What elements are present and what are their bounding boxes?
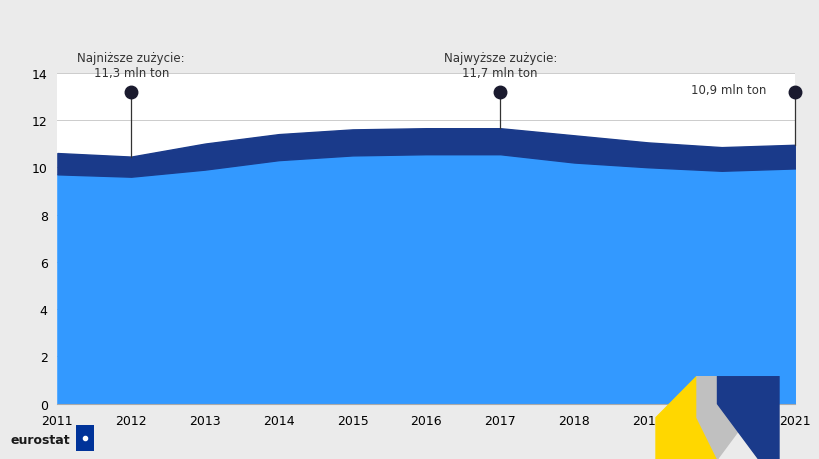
Text: Najwyższe zużycie:
11,7 mln ton: Najwyższe zużycie: 11,7 mln ton — [443, 51, 556, 79]
Polygon shape — [696, 376, 737, 459]
Polygon shape — [717, 376, 778, 459]
Text: Najniższe zużycie:
11,3 mln ton: Najniższe zużycie: 11,3 mln ton — [77, 51, 185, 79]
Polygon shape — [655, 376, 717, 459]
Text: 10,9 mln ton: 10,9 mln ton — [690, 84, 765, 96]
Text: eurostat: eurostat — [11, 433, 70, 446]
